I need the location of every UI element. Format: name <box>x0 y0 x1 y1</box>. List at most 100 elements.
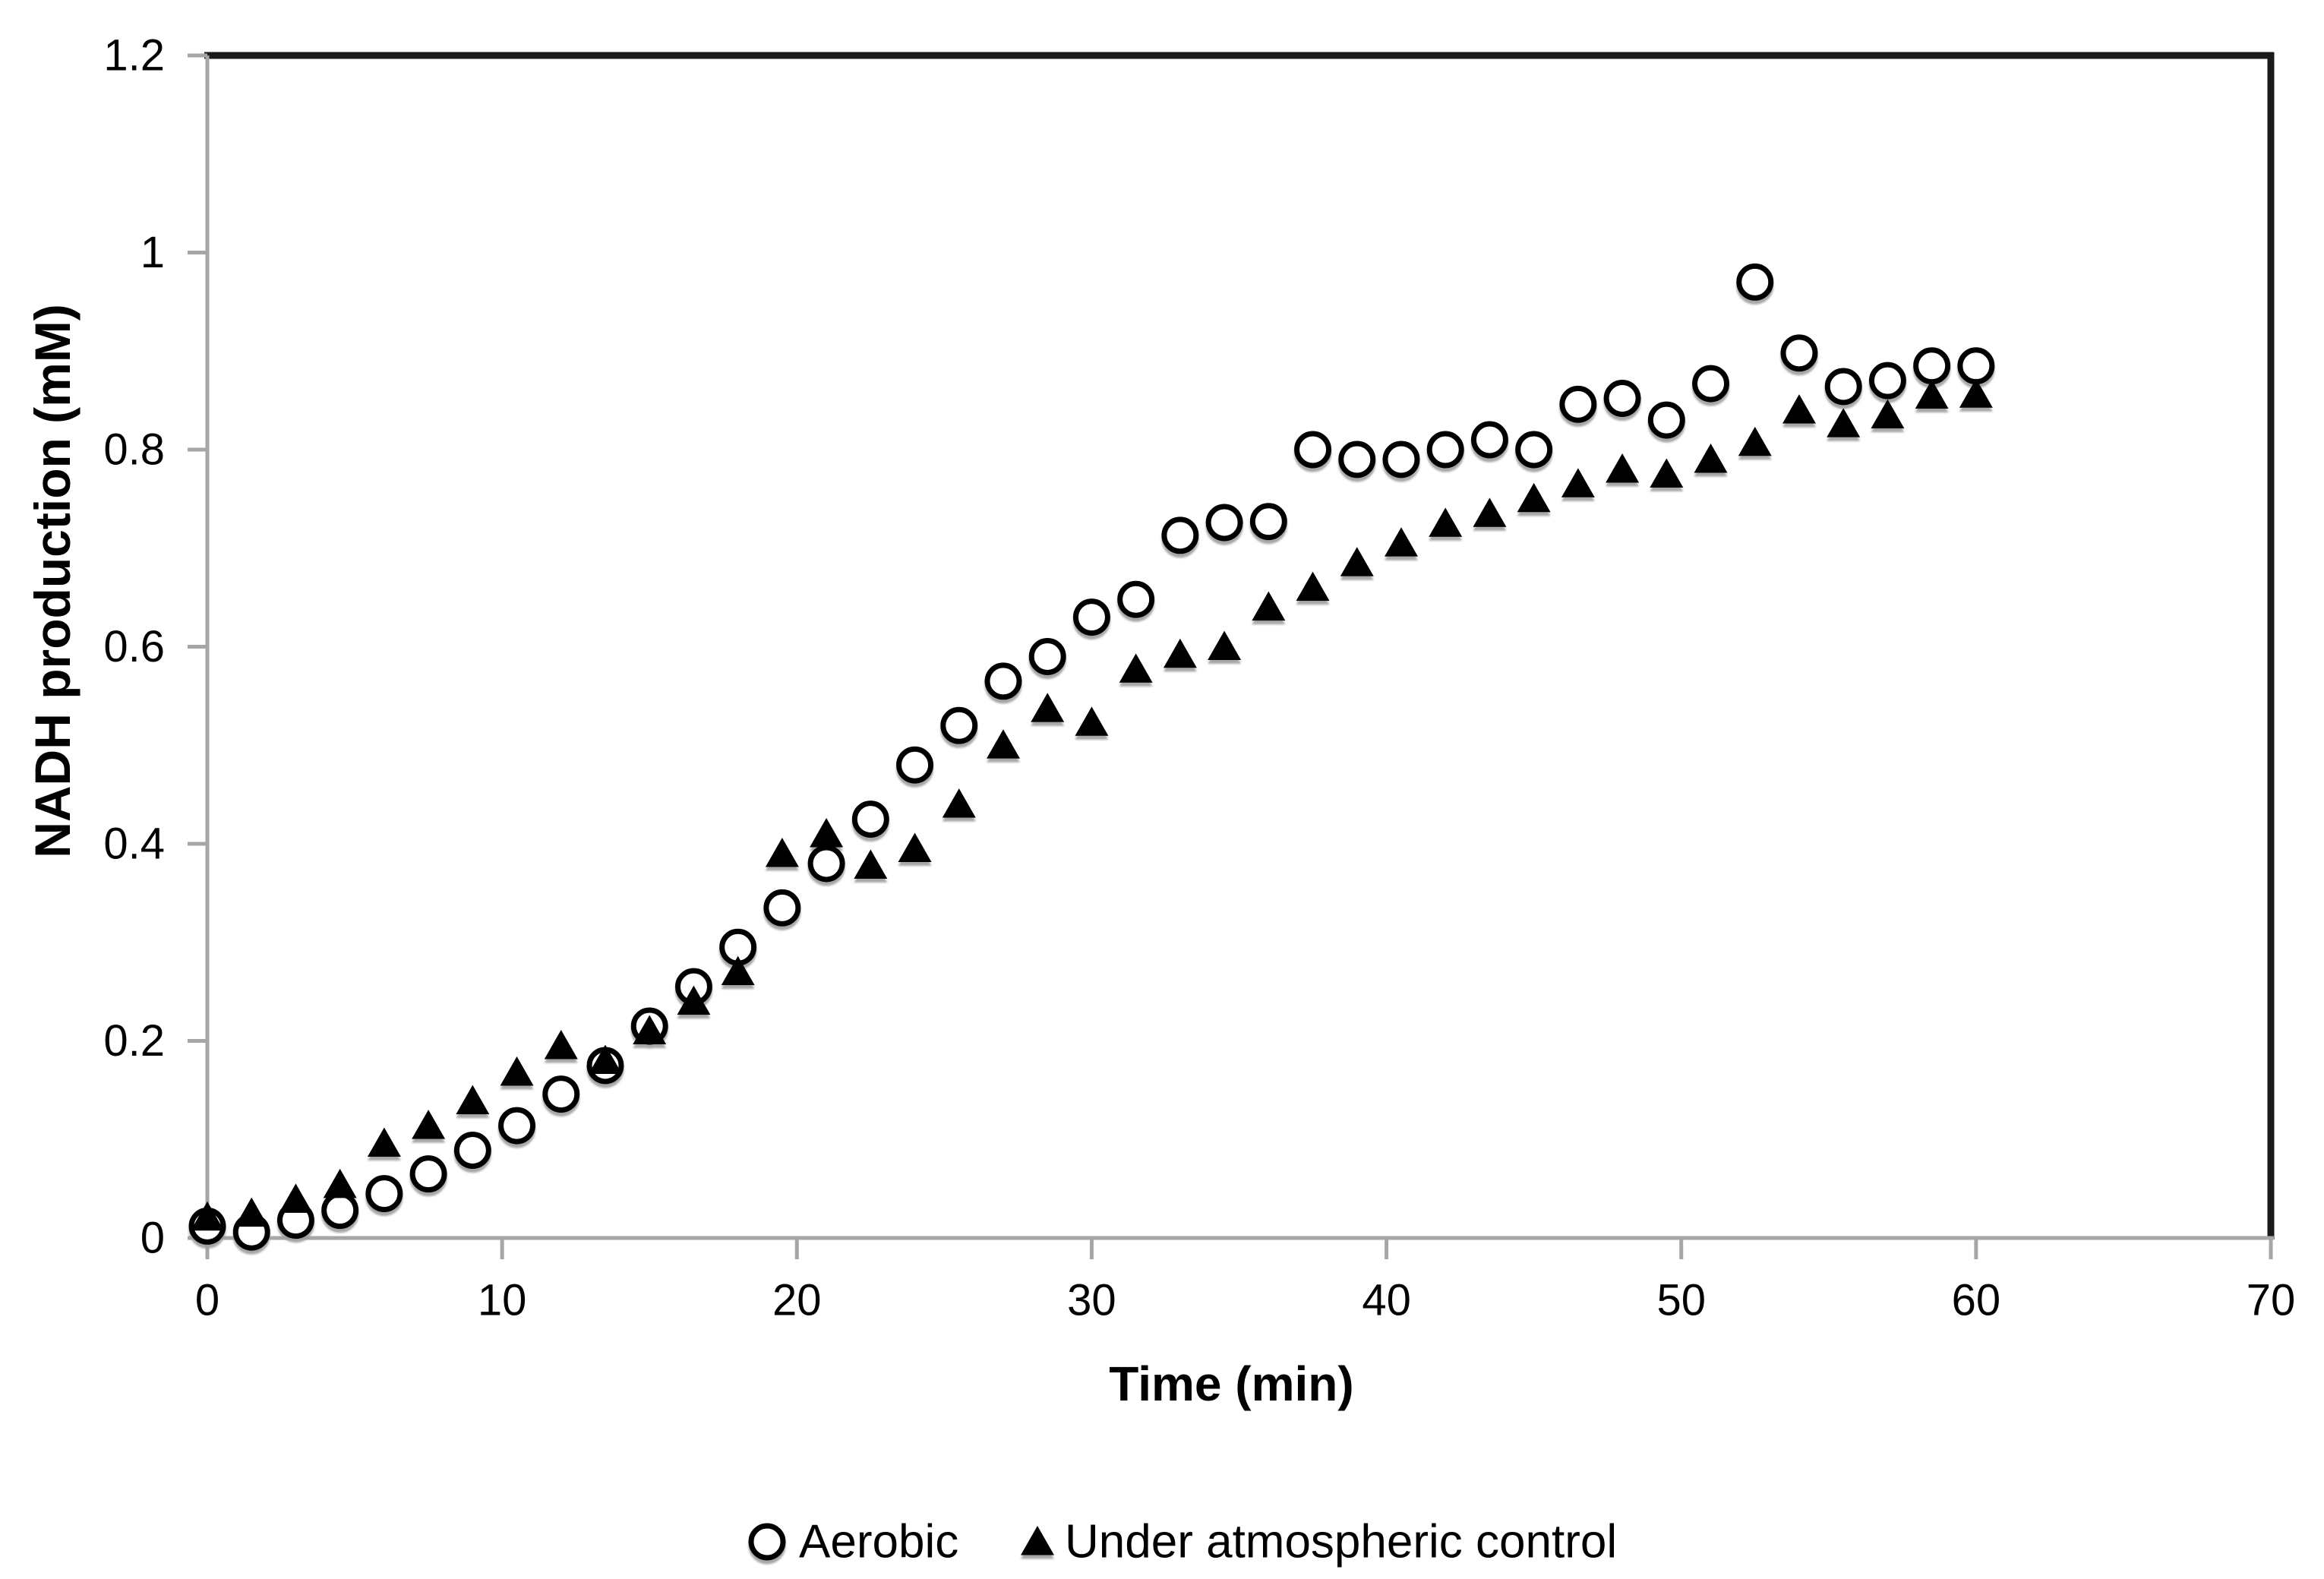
legend-label-aerobic: Aerobic <box>799 1516 958 1568</box>
data-point-aerobic <box>1603 380 1641 418</box>
data-point-aerobic <box>1338 441 1376 478</box>
x-tick-label: 50 <box>1656 1276 1706 1325</box>
data-point-atmospheric-control <box>986 729 1020 759</box>
data-point-atmospheric-control <box>633 1015 667 1045</box>
data-point-aerobic <box>1072 598 1110 636</box>
legend: Aerobic Under atmospheric control <box>748 1516 1617 1568</box>
legend-marker-aerobic-icon <box>748 1523 786 1561</box>
x-tick-label: 30 <box>1067 1276 1116 1325</box>
data-point-aerobic <box>1868 362 1906 399</box>
data-point-aerobic <box>1117 580 1155 618</box>
data-point-aerobic <box>896 746 934 784</box>
data-point-atmospheric-control <box>765 837 799 867</box>
data-point-aerobic <box>1205 504 1243 542</box>
data-point-atmospheric-control <box>191 1201 224 1231</box>
data-point-aerobic <box>1426 431 1464 469</box>
data-point-atmospheric-control <box>1561 468 1595 497</box>
data-point-aerobic <box>1559 385 1597 423</box>
data-point-aerobic <box>365 1175 403 1213</box>
data-point-atmospheric-control <box>544 1029 578 1060</box>
data-point-aerobic <box>1780 334 1818 372</box>
data-point-aerobic <box>498 1107 536 1145</box>
data-point-aerobic <box>1470 421 1508 459</box>
data-point-atmospheric-control <box>1119 653 1153 683</box>
data-point-aerobic <box>1692 365 1730 403</box>
x-tick-label: 60 <box>1952 1276 2001 1325</box>
data-point-atmospheric-control <box>279 1183 313 1213</box>
series-under-atmospheric-control <box>191 378 1993 1231</box>
data-point-aerobic <box>984 662 1022 700</box>
data-point-aerobic <box>1249 503 1287 541</box>
data-point-atmospheric-control <box>1208 630 1242 660</box>
data-point-aerobic <box>940 706 978 744</box>
y-tick-label: 0.2 <box>103 1016 165 1066</box>
data-point-aerobic <box>453 1132 491 1170</box>
data-point-atmospheric-control <box>942 788 976 818</box>
data-point-atmospheric-control <box>1429 507 1463 537</box>
data-point-atmospheric-control <box>810 818 844 848</box>
data-point-atmospheric-control <box>1959 378 1993 408</box>
x-tick-label: 40 <box>1362 1276 1411 1325</box>
data-point-atmospheric-control <box>1738 426 1772 456</box>
data-point-atmospheric-control <box>500 1056 534 1086</box>
data-point-aerobic <box>851 801 889 838</box>
data-point-aerobic <box>763 889 801 927</box>
legend-label-atmospheric-control: Under atmospheric control <box>1065 1516 1617 1568</box>
data-point-atmospheric-control <box>1915 379 1949 409</box>
data-point-atmospheric-control <box>323 1168 357 1198</box>
data-point-atmospheric-control <box>1031 693 1065 722</box>
data-point-atmospheric-control <box>412 1110 446 1139</box>
data-points <box>188 263 1995 1251</box>
data-point-atmospheric-control <box>1296 571 1330 602</box>
data-point-atmospheric-control <box>1650 458 1684 488</box>
data-point-aerobic <box>1161 516 1199 554</box>
data-point-atmospheric-control <box>1473 497 1507 527</box>
data-point-atmospheric-control <box>1517 482 1551 513</box>
x-tick-label: 0 <box>195 1276 219 1325</box>
data-point-atmospheric-control <box>1252 591 1286 621</box>
data-point-aerobic <box>1294 431 1332 469</box>
x-tick-label: 70 <box>2247 1276 2296 1325</box>
data-point-atmospheric-control <box>1827 408 1861 437</box>
data-point-aerobic <box>1913 347 1951 385</box>
x-tick-label: 20 <box>772 1276 822 1325</box>
data-point-atmospheric-control <box>588 1044 622 1074</box>
y-axis-title: NADH production (mM) <box>24 304 81 858</box>
data-point-atmospheric-control <box>1163 638 1197 668</box>
y-tick-label: 0 <box>141 1214 165 1263</box>
data-point-atmospheric-control <box>1782 394 1816 424</box>
data-point-atmospheric-control <box>1606 453 1640 483</box>
data-point-atmospheric-control <box>1340 547 1374 576</box>
y-tick-label: 1.2 <box>103 31 165 81</box>
data-point-atmospheric-control <box>1075 706 1109 736</box>
y-tick-label: 1 <box>141 228 165 277</box>
data-point-aerobic <box>321 1192 359 1230</box>
data-point-atmospheric-control <box>235 1197 269 1227</box>
data-point-aerobic <box>1957 347 1995 385</box>
x-tick-label: 10 <box>478 1276 527 1325</box>
data-point-atmospheric-control <box>854 849 888 880</box>
data-point-atmospheric-control <box>367 1127 401 1157</box>
x-axis-title: Time (min) <box>1109 1356 1353 1411</box>
data-point-aerobic <box>1647 401 1685 439</box>
data-point-atmospheric-control <box>898 832 932 862</box>
legend-marker-atmospheric-control-icon <box>1021 1526 1054 1555</box>
x-axis-ticks: 0 10 20 30 40 50 60 70 <box>195 1238 2295 1325</box>
data-point-aerobic <box>409 1155 447 1193</box>
data-point-atmospheric-control <box>1694 443 1728 473</box>
data-point-atmospheric-control <box>1871 399 1905 429</box>
y-tick-label: 0.6 <box>103 622 165 671</box>
data-point-aerobic <box>542 1075 580 1113</box>
data-point-atmospheric-control <box>677 985 711 1015</box>
data-point-aerobic <box>1515 431 1553 469</box>
data-point-aerobic <box>807 845 845 883</box>
data-point-aerobic <box>1736 263 1774 301</box>
y-axis-ticks: 0 0.2 0.4 0.6 0.8 1 1.2 <box>103 31 207 1263</box>
series-aerobic <box>188 263 1995 1251</box>
data-point-atmospheric-control <box>721 955 755 986</box>
data-point-aerobic <box>1382 441 1420 478</box>
y-tick-label: 0.4 <box>103 820 165 869</box>
